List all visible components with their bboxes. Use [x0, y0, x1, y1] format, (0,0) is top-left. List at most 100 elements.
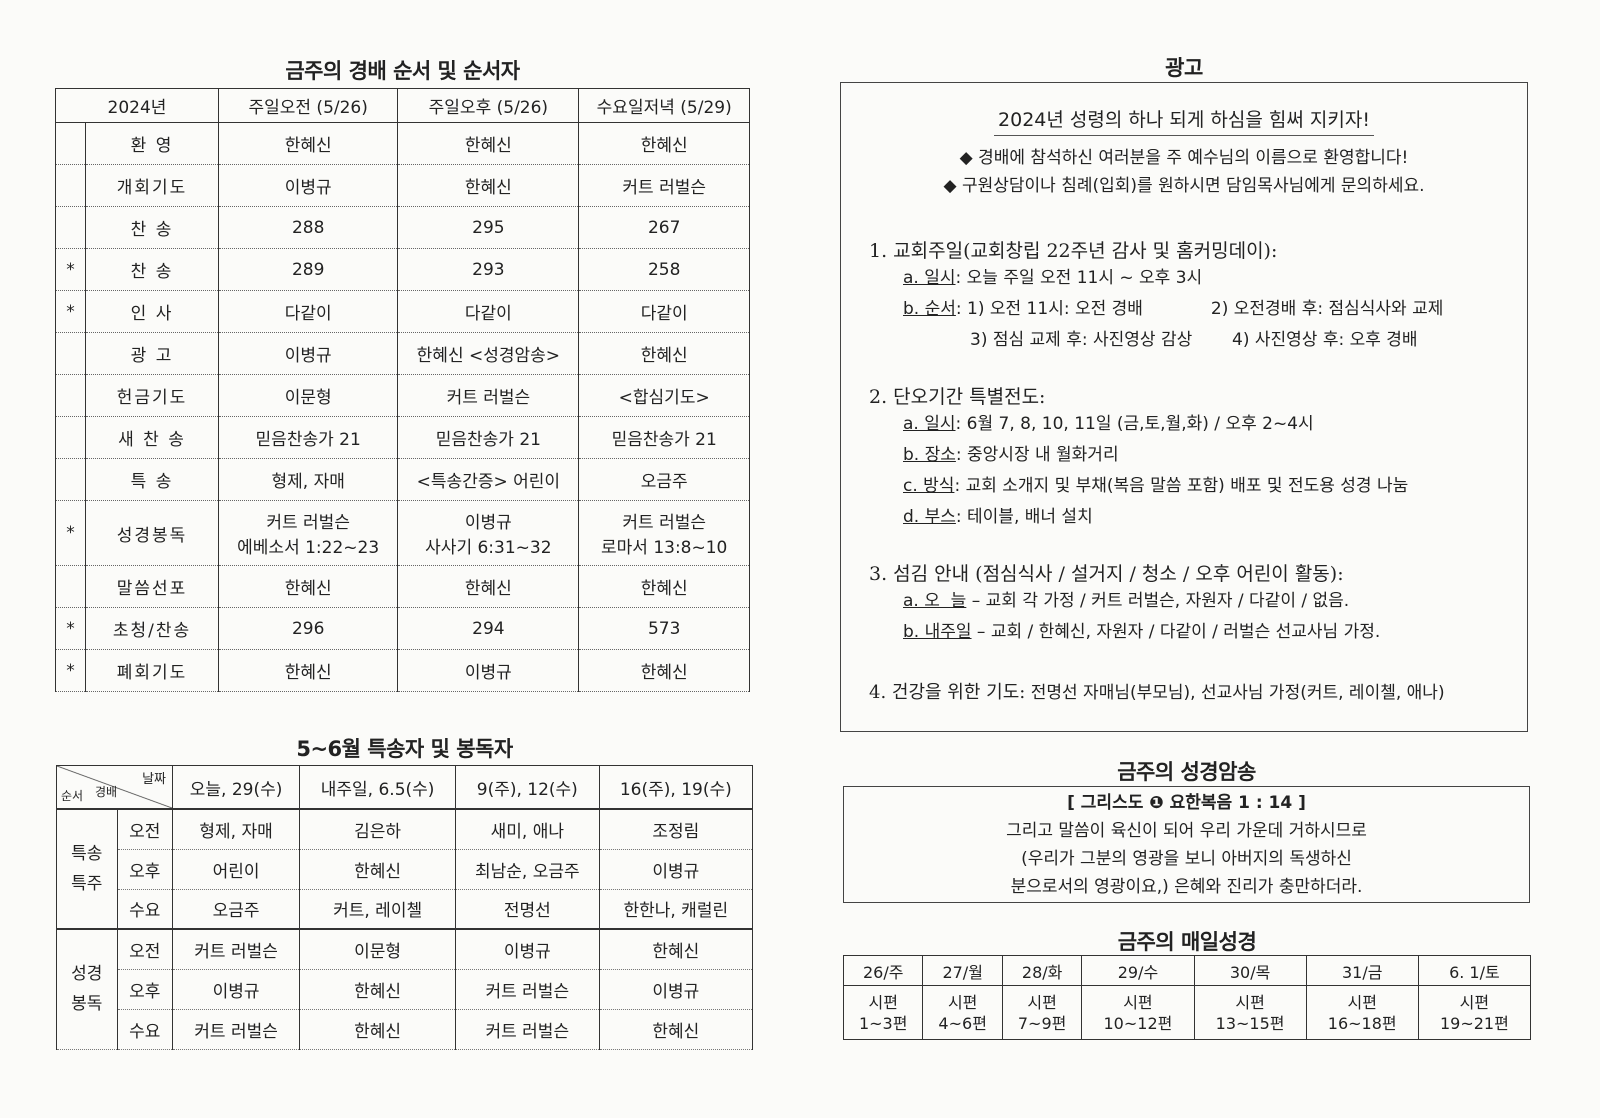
table-row: * 성경봉독 커트 러벌슨 에베소서 1:22~23 이병규 사사기 6:31~32 커트 … [55, 500, 750, 566]
cell: 새미, 애나 [455, 808, 600, 850]
cell: <특송간증> 어린이 [397, 458, 580, 501]
table-row: 특 송 형제, 자매 <특송간증> 어린이 오금주 [55, 458, 750, 501]
reading: 시편 4~6편 [922, 985, 1003, 1040]
ads-title: 광고 [1165, 56, 1203, 80]
reading: 시편 10~12편 [1081, 985, 1195, 1040]
table-row: 성경 봉독 오전 커트 러벌슨 이문형 이병규 한혜신 [56, 928, 754, 1050]
cell: 이문형 [299, 928, 457, 970]
cell: 다같이 [217, 290, 399, 333]
cell: 한혜신 <성경암송> [397, 332, 580, 375]
cell-text: 다같이 [464, 304, 512, 324]
announcements-box: 2024년 성령의 하나 되게 하심을 힘써 지키자! ◆ 경배에 참석하신 여… [840, 82, 1528, 732]
cell-text: 이병규 [464, 663, 512, 683]
cell-text: 다같이 [284, 304, 332, 324]
cell: 커트 러벌슨 [397, 374, 580, 417]
cell-text: 한혜신 [640, 663, 688, 683]
reading: 시편 1~3편 [842, 985, 924, 1040]
row-label: 환 영 [85, 122, 219, 165]
diamond-icon: ◆ [959, 148, 979, 168]
cell-text: 다같이 [640, 304, 688, 324]
cell: 이병규 [217, 332, 399, 375]
book: 시편 [947, 992, 978, 1012]
cell: 이병규 [455, 928, 600, 970]
col-header: 내주일, 6.5(수) [299, 765, 457, 810]
cell: 커트 러벌슨 [171, 928, 301, 970]
book: 시편 [1347, 992, 1377, 1012]
year-header: 2024년 [55, 88, 219, 123]
cell: 한혜신 [217, 565, 399, 608]
star-mark: * [55, 500, 86, 566]
cell: 조정림 [598, 808, 754, 850]
cell: 전명선 [455, 888, 600, 930]
verse-line: (우리가 그분의 영광을 보니 아버지의 독생하신 [1021, 849, 1352, 869]
cell-text: 288 [291, 217, 325, 238]
book: 시편 [1235, 992, 1265, 1012]
cell-text: 한혜신 [464, 579, 512, 599]
cell-text: 293 [472, 259, 505, 280]
cell-text: 믿음찬송가 21 [435, 430, 541, 450]
table-row: * 초청/찬송 296 294 573 [55, 607, 750, 650]
table-row: * 찬 송 289 293 258 [55, 248, 750, 291]
cell: 커트 러벌슨 [455, 1008, 600, 1050]
cell: 267 [578, 206, 750, 249]
corner-cell: 날짜 순서 경배 [57, 766, 172, 808]
corner-date: 날짜 [142, 772, 166, 787]
col-header: 16(주), 19(수) [598, 765, 754, 810]
cell: 커트 러벌슨 에베소서 1:22~23 [217, 500, 399, 566]
star-mark [55, 374, 86, 417]
star-mark: * [55, 607, 86, 650]
table-row: 특송 특주 오전 형제, 자매 김은하 새미, 애나 조정림 [56, 808, 754, 930]
cell-text: <합심기도> [618, 388, 710, 408]
corner-service: 경배 [95, 785, 118, 799]
time-label: 오후 [116, 968, 174, 1010]
cell-text: 294 [472, 618, 505, 639]
cell: 한혜신 [397, 565, 580, 608]
section-1-title: 1. 교회주일(교회창립 22주년 감사 및 홈커밍데이): [869, 240, 1278, 262]
col-header: 9(주), 12(수) [455, 765, 600, 810]
table-row: 환 영 한혜신 한혜신 한혜신 [55, 122, 750, 165]
cell-text: 289 [291, 259, 325, 280]
cell: 한혜신 [299, 968, 457, 1010]
cell: 한혜신 [598, 1008, 754, 1050]
cell-text: 믿음찬송가 21 [255, 430, 361, 450]
group-label: 특송 특주 [56, 808, 118, 930]
range: 4~6편 [938, 1013, 987, 1033]
reading: 시편 13~15편 [1193, 985, 1307, 1040]
range: 1~3편 [858, 1013, 908, 1033]
schedule-title: 5~6월 특송자 및 봉독자 [296, 737, 513, 761]
cell: <합심기도> [578, 374, 750, 417]
cell: 이병규 [397, 649, 580, 692]
cell: 한혜신 [299, 1008, 457, 1050]
row-label: 광 고 [85, 332, 219, 375]
cell: 258 [578, 248, 750, 291]
cell: 믿음찬송가 21 [217, 416, 399, 459]
row-label: 초청/찬송 [85, 607, 219, 650]
cell: 오금주 [171, 888, 301, 930]
cell: 한한나, 캐럴린 [598, 888, 754, 930]
schedule-table: 날짜 순서 경배 오늘, 29(수) 내주일, 6.5(수) 9(주), 12(수)… [56, 765, 754, 1050]
row-label: 헌금기도 [85, 374, 219, 417]
cell: 한혜신 [578, 565, 750, 608]
table-row: 헌금기도 이문형 커트 러벌슨 <합심기도> [55, 374, 750, 417]
cell-text: 에베소서 1:22~23 [237, 538, 380, 558]
section-4: 4. 건강을 위한 기도: 전명선 자매님(부모님), 선교사님 가정(커트, … [869, 682, 1445, 703]
cell-text: 사사기 6:31~32 [425, 538, 552, 558]
table-row: 말씀선포 한혜신 한혜신 한혜신 [55, 565, 750, 608]
star-mark [55, 332, 86, 375]
table-row: 오후 이병규 한혜신 커트 러벌슨 이병규 [57, 968, 754, 1010]
cell: 다같이 [397, 290, 580, 333]
verse-line: 분으로서의 영광이요,) 은혜와 진리가 충만하더라. [1010, 877, 1363, 897]
cell-text: 한혜신 [640, 136, 688, 156]
cell: 573 [578, 607, 750, 650]
cell-text: 이병규 [464, 513, 512, 533]
bullet-item: ◆ 구원상담이나 침례(입회)를 원하시면 담임목사님에게 문의하세요. [943, 176, 1425, 196]
range: 16~18편 [1327, 1013, 1397, 1033]
cell-text: 한혜신 [464, 178, 512, 198]
cell-text: 267 [647, 217, 681, 238]
range: 7~9편 [1017, 1013, 1067, 1033]
day-header: 26/주 [842, 955, 924, 986]
time-label: 오전 [116, 928, 174, 970]
cell-text: 로마서 13:8~10 [601, 538, 728, 558]
cell: 어린이 [171, 848, 301, 890]
